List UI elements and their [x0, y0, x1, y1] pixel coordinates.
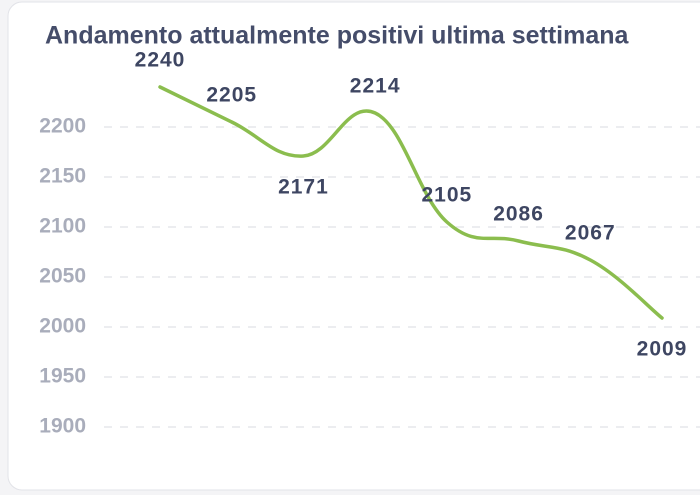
data-label: 2105	[421, 184, 472, 207]
y-tick-label: 1950	[39, 365, 86, 388]
data-label: 2171	[278, 176, 329, 199]
y-tick-label: 2150	[39, 165, 86, 188]
y-tick-label: 2200	[39, 115, 86, 138]
card	[7, 1, 700, 491]
y-tick-label: 2100	[39, 215, 86, 238]
data-label: 2086	[493, 203, 544, 226]
y-tick-label: 2000	[39, 315, 86, 338]
data-label: 2067	[565, 222, 616, 245]
y-tick-label: 2050	[39, 265, 86, 288]
data-line	[158, 85, 664, 320]
data-label: 2214	[350, 75, 401, 98]
data-label: 2240	[135, 49, 186, 72]
data-label: 2009	[637, 338, 688, 361]
y-tick-label: 1900	[39, 415, 86, 438]
data-label: 2205	[206, 84, 257, 107]
chart-title: Andamento attualmente positivi ultima se…	[45, 22, 630, 50]
